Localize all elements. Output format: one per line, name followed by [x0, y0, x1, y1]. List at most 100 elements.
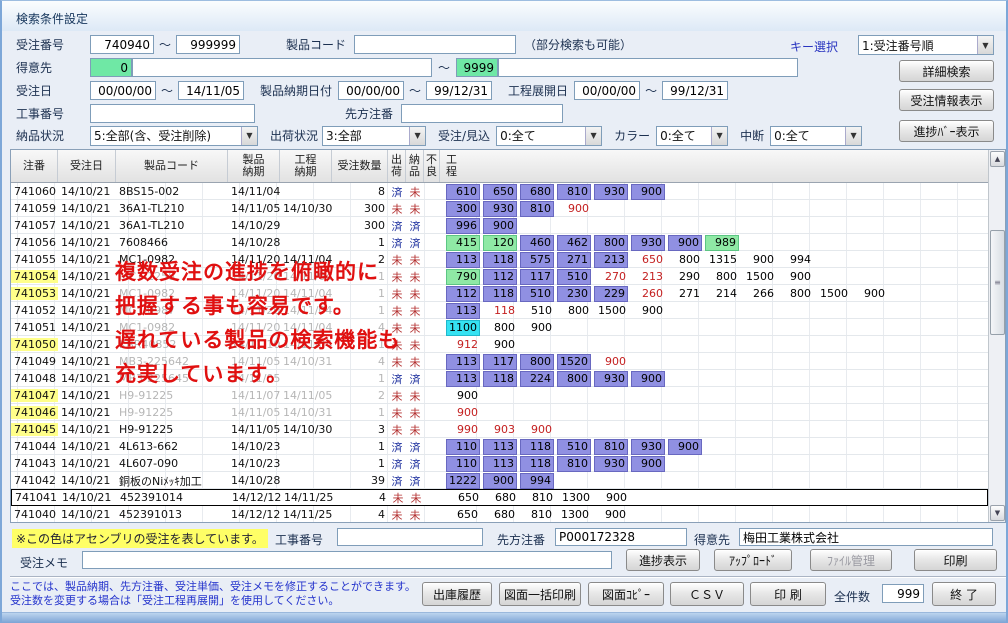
table-row[interactable]: 741040 14/10/21 452391013 14/12/12 14/11/25 4…: [11, 506, 988, 522]
column-header: 製品コード: [116, 150, 228, 182]
cell-del: 未: [410, 491, 422, 505]
product-code-label: 製品コード: [286, 38, 347, 52]
process-step-cell: 415: [446, 234, 480, 251]
chevron-down-icon: ▼: [845, 126, 862, 145]
process-progress-bars: 1100 800 900: [440, 319, 988, 336]
nohin-status-dropdown[interactable]: 5:全部(含、受注削除) ▼: [90, 125, 258, 146]
senpo-no-input[interactable]: [401, 104, 564, 123]
table-row[interactable]: 741050 14/10/21 KBR40852 14/11/10 14/11/04 1 未…: [11, 336, 988, 353]
table-row[interactable]: 741045 14/10/21 H9-91225 14/11/05 14/10/30 3 未…: [11, 421, 988, 438]
file-manage-button[interactable]: ﾌｧｲﾙ管理: [810, 549, 892, 571]
process-step-cell: 900: [457, 405, 478, 419]
process-step-cell: 1315: [709, 252, 737, 266]
shukka-status-dropdown[interactable]: 3:全部 ▼: [322, 125, 427, 146]
footer-customer-input[interactable]: [739, 528, 993, 546]
process-step-cell: 680: [495, 490, 516, 504]
table-row[interactable]: 741051 14/10/21 MC1-0982 14/11/20 14/11/04 4 未…: [11, 319, 988, 336]
vertical-scrollbar[interactable]: ▲ ≡ ▼: [988, 150, 1005, 522]
customer-to-name-input[interactable]: [498, 58, 799, 77]
order-no-to-input[interactable]: [176, 35, 241, 54]
cell-no: 741040: [14, 508, 56, 521]
table-row[interactable]: 741046 14/10/21 H9-91225 14/11/05 14/10/31 1 未…: [11, 404, 988, 421]
mikomi-dropdown[interactable]: 0:全て ▼: [496, 125, 603, 146]
footer-koji-input[interactable]: [337, 528, 483, 546]
table-row[interactable]: 741043 14/10/21 4L607-090 14/10/23 1 済済 110 113…: [11, 455, 988, 472]
process-step-cell: 900: [668, 438, 702, 455]
customer-to-code-input[interactable]: [456, 58, 499, 77]
cell-qty: 1: [378, 372, 385, 385]
product-code-input[interactable]: [354, 35, 517, 54]
shipment-history-button[interactable]: 出庫履歴: [422, 582, 492, 606]
cell-d2: 14/10/31: [283, 355, 332, 368]
process-step-cell: 930: [594, 183, 628, 200]
column-header: 納品: [406, 150, 424, 182]
process-step-cell: 118: [520, 455, 554, 472]
table-row[interactable]: 741055 14/10/21 MC1-0982 14/11/20 14/11/04 2 未…: [11, 251, 988, 268]
order-date-from-input[interactable]: [90, 81, 156, 100]
detail-search-button[interactable]: 詳細検索: [899, 60, 994, 82]
table-row[interactable]: 741047 14/10/21 H9-91225 14/11/07 14/11/05 2 未…: [11, 387, 988, 404]
process-step-cell: 930: [483, 200, 517, 217]
process-step-cell: 1500: [598, 303, 626, 317]
upload-button[interactable]: ｱｯﾌﾟﾛｰﾄﾞ: [714, 549, 792, 571]
scroll-down-icon[interactable]: ▼: [990, 505, 1005, 521]
order-info-button[interactable]: 受注情報表示: [899, 89, 994, 111]
drawing-batch-print-button[interactable]: 図面一括印刷: [499, 582, 581, 606]
process-step-cell: 113: [446, 251, 480, 268]
progress-bar-view-button[interactable]: 進捗ﾊﾞｰ表示: [899, 120, 994, 142]
hint-line-2: 受注数を変更する場合は「受注工程再展開」を使用してください。: [10, 594, 340, 607]
process-progress-bars: 113 118 510 800 1500 900: [440, 302, 988, 319]
order-no-from-input[interactable]: [90, 35, 154, 54]
process-to-input[interactable]: [662, 81, 729, 100]
table-row[interactable]: 741041 14/10/21 452391014 14/12/12 14/11/25 4…: [11, 489, 988, 506]
partial-search-note: （部分検索も可能）: [524, 38, 633, 52]
scroll-up-icon[interactable]: ▲: [990, 151, 1005, 167]
process-step-cell: 650: [458, 490, 479, 504]
process-step-cell: 800: [568, 303, 589, 317]
process-step-cell: 650: [457, 507, 478, 521]
customer-from-name-input[interactable]: [132, 58, 432, 77]
table-row[interactable]: 741054 14/10/21 MC1-1258 14/11/20 14/11/04 1 未…: [11, 268, 988, 285]
total-count-input[interactable]: [882, 584, 924, 603]
footer-senpo-input[interactable]: [555, 528, 687, 546]
table-row[interactable]: 741056 14/10/21 7608466 14/10/28 1 済済 415 120 46…: [11, 234, 988, 251]
koji-no-input[interactable]: [90, 104, 255, 123]
table-row[interactable]: 741042 14/10/21 銅板のNiﾒｯｷ加工 14/10/28 39 済済 1222…: [11, 472, 988, 489]
order-date-to-input[interactable]: [178, 81, 245, 100]
print-button-2[interactable]: 印 刷: [750, 582, 826, 606]
table-row[interactable]: 741048 14/10/21 MB3-225645 14/11/05 1 済済 113 11…: [11, 370, 988, 387]
key-select-dropdown[interactable]: 1:受注番号順 ▼: [858, 35, 994, 55]
table-row[interactable]: 741049 14/10/21 MB3-225642 14/11/05 14/10/31…: [11, 353, 988, 370]
cell-del: 済: [409, 474, 421, 488]
print-button[interactable]: 印刷: [914, 549, 997, 571]
cell-d2: 14/11/04: [283, 304, 332, 317]
drawing-copy-button[interactable]: 図面ｺﾋﾟｰ: [588, 582, 664, 606]
table-row[interactable]: 741053 14/10/21 MC1-0982 14/11/20 14/11/04 1 未…: [11, 285, 988, 302]
customer-from-code-input[interactable]: [90, 58, 132, 77]
table-row[interactable]: 741044 14/10/21 4L613-662 14/10/23 1 済済 110 113…: [11, 438, 988, 455]
tilde-5: ～: [645, 84, 658, 98]
memo-label: 受注メモ: [20, 556, 69, 570]
column-header: 注番: [11, 150, 58, 182]
process-step-cell: 1222: [446, 472, 480, 489]
assembly-color-note: ※この色はアセンブリの受注を表しています。: [12, 529, 268, 548]
tilde-3: ～: [161, 84, 174, 98]
chudan-dropdown[interactable]: 0:全て ▼: [770, 125, 863, 146]
scrollbar-thumb[interactable]: ≡: [990, 230, 1005, 335]
table-row[interactable]: 741059 14/10/21 36A1-TL210 14/11/05 14/10/30…: [11, 200, 988, 217]
csv-button[interactable]: ＣＳＶ: [670, 582, 744, 606]
delivery-to-input[interactable]: [426, 81, 493, 100]
progress-view-button[interactable]: 進捗表示: [626, 549, 700, 571]
table-row[interactable]: 741060 14/10/21 8BS15-002 14/11/04 8 済未 610 650…: [11, 183, 988, 200]
process-step-cell: 117: [520, 268, 554, 285]
exit-button[interactable]: 終 了: [932, 582, 996, 606]
memo-input[interactable]: [82, 551, 612, 569]
table-row[interactable]: 741057 14/10/21 36A1-TL210 14/10/29 300 済済 996…: [11, 217, 988, 234]
cell-ship: 未: [391, 423, 403, 437]
cell-del: 済: [409, 457, 421, 471]
table-row[interactable]: 741052 14/10/21 MC1-0987 14/11/20 14/11/04 1 未…: [11, 302, 988, 319]
delivery-from-input[interactable]: [338, 81, 405, 100]
color-dropdown[interactable]: 0:全て ▼: [656, 125, 729, 146]
process-from-input[interactable]: [574, 81, 641, 100]
process-step-cell: 930: [631, 438, 665, 455]
